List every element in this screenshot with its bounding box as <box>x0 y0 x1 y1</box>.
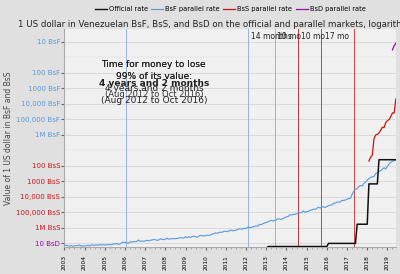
Text: Time for money to lose
99% of its value:: Time for money to lose 99% of its value: <box>102 60 206 81</box>
Text: (Aug 2012 to Oct 2016): (Aug 2012 to Oct 2016) <box>105 90 203 99</box>
Legend: Official rate, BsF parallel rate, BsS parallel rate, BsD parallel rate: Official rate, BsF parallel rate, BsS pa… <box>92 3 368 15</box>
Y-axis label: Value of 1 US dollar in BsF and BsS: Value of 1 US dollar in BsF and BsS <box>4 71 13 205</box>
Text: 4 years and 2 months: 4 years and 2 months <box>99 79 209 88</box>
Text: 14 months: 14 months <box>251 32 292 41</box>
Title: 1 US dollar in Venezuelan BsF, BsS, and BsD on the official and parallel markets: 1 US dollar in Venezuelan BsF, BsS, and … <box>18 19 400 28</box>
Text: 17 mo: 17 mo <box>324 32 348 41</box>
Text: 10 mo: 10 mo <box>301 32 325 41</box>
Text: Time for money to lose
99% of its value:
4 years and 2 months
(Aug 2012 to Oct 2: Time for money to lose 99% of its value:… <box>101 60 207 105</box>
Text: 10 mo: 10 mo <box>278 32 302 41</box>
